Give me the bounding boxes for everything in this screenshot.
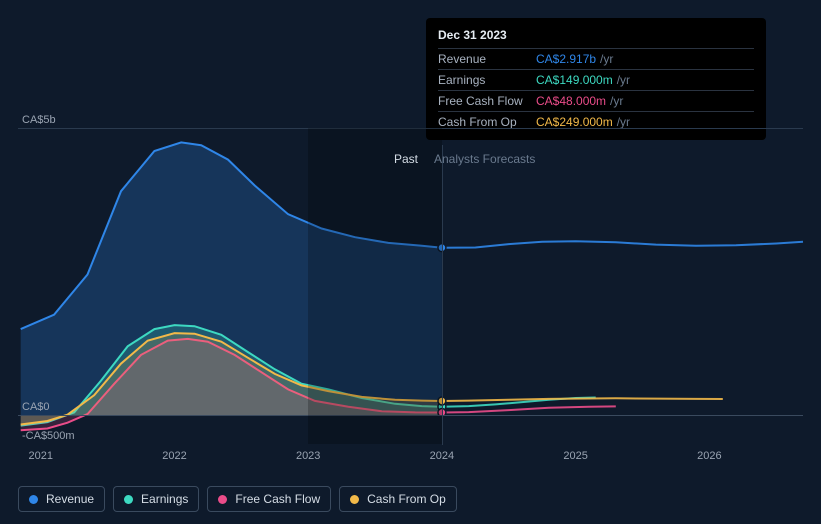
series-forecast-line-cfo [442,398,723,401]
tooltip-row-suffix: /yr [600,52,613,66]
past-section-label: Past [394,152,418,166]
y-tick-label: -CA$500m [22,430,75,442]
legend-label: Revenue [46,492,94,506]
series-forecast-line-revenue [442,241,803,248]
legend-dot-icon [218,495,227,504]
tooltip-date: Dec 31 2023 [438,28,754,48]
legend: Revenue Earnings Free Cash Flow Cash From O… [18,486,457,512]
x-tick-label: 2023 [296,450,320,462]
recent-period-shade [308,128,442,444]
legend-label: Earnings [141,492,188,506]
legend-dot-icon [29,495,38,504]
x-axis: 2021 2022 2023 2024 2025 2026 [18,450,803,470]
tooltip-row-value: CA$149.000m [536,73,613,87]
legend-item-earnings[interactable]: Earnings [113,486,199,512]
tooltip-row-label: Revenue [438,52,536,66]
tooltip-row-label: Cash From Op [438,115,536,129]
tooltip-row-value: CA$48.000m [536,94,606,108]
x-tick-label: 2021 [28,450,52,462]
hover-tooltip: Dec 31 2023 RevenueCA$2.917b/yrEarningsC… [426,18,766,140]
x-tick-label: 2026 [697,450,721,462]
tooltip-row-label: Free Cash Flow [438,94,536,108]
legend-dot-icon [350,495,359,504]
y-tick-label: CA$0 [22,401,50,413]
series-forecast-line-fcf [442,406,616,412]
tooltip-row: Free Cash FlowCA$48.000m/yr [438,90,754,111]
legend-label: Free Cash Flow [235,492,320,506]
legend-item-revenue[interactable]: Revenue [18,486,105,512]
x-tick-label: 2025 [563,450,587,462]
legend-dot-icon [124,495,133,504]
forecast-divider [442,145,443,445]
tooltip-row-suffix: /yr [610,94,623,108]
tooltip-row-suffix: /yr [617,73,630,87]
legend-item-cfo[interactable]: Cash From Op [339,486,457,512]
y-tick-label: CA$5b [22,114,56,126]
tooltip-row-value: CA$249.000m [536,115,613,129]
tooltip-row-suffix: /yr [617,115,630,129]
x-tick-label: 2022 [162,450,186,462]
tooltip-row: EarningsCA$149.000m/yr [438,69,754,90]
tooltip-row-label: Earnings [438,73,536,87]
tooltip-row-value: CA$2.917b [536,52,596,66]
x-tick-label: 2024 [430,450,454,462]
forecast-section-label: Analysts Forecasts [434,152,535,166]
tooltip-row: RevenueCA$2.917b/yr [438,48,754,69]
legend-label: Cash From Op [367,492,446,506]
legend-item-fcf[interactable]: Free Cash Flow [207,486,331,512]
